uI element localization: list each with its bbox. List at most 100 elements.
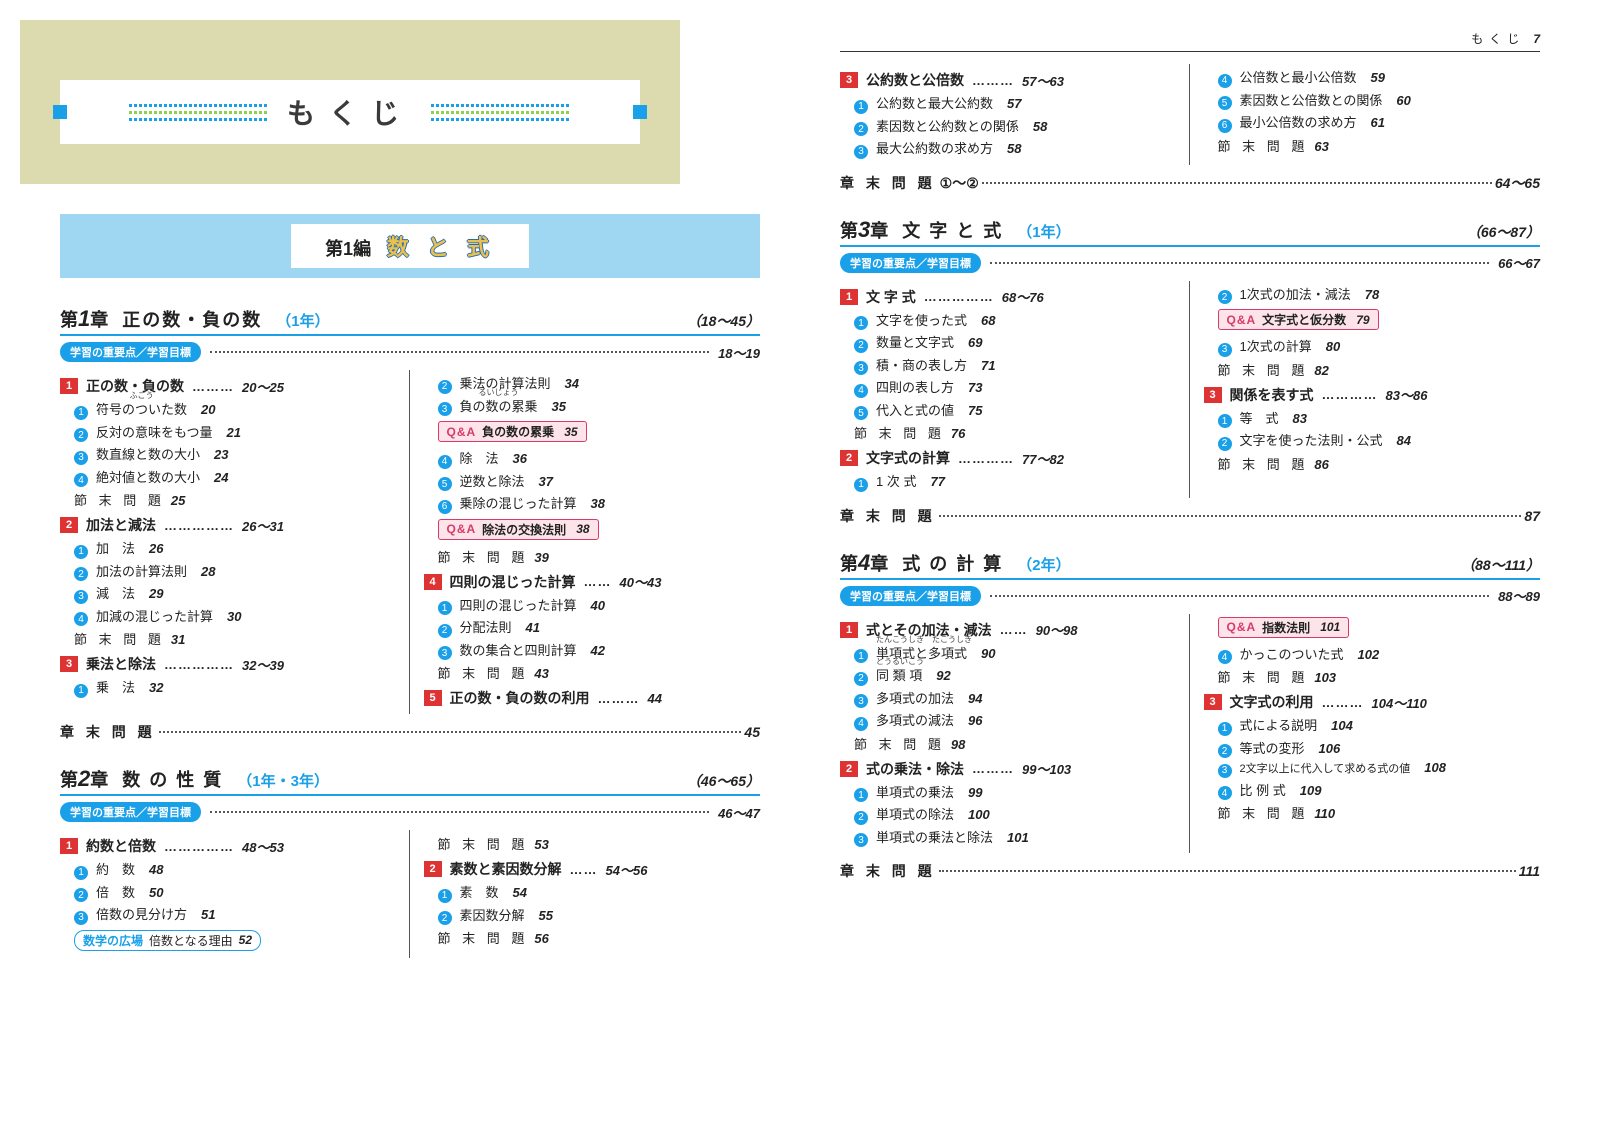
- list-item: 4四則の表し方73: [854, 377, 1177, 397]
- volume-band: 第1編 数 と 式: [60, 214, 760, 278]
- chapter-1-body: 1 正の数・負の数 ……… 20〜25 1ふごう符号のついた数20 2反対の意味…: [60, 370, 760, 714]
- learn-range: 46〜47: [718, 803, 760, 822]
- dots: [210, 811, 709, 813]
- list-item: 1等 式83: [1218, 408, 1541, 428]
- list-item: 32文字以上に代入して求める式の値108: [1218, 760, 1541, 777]
- list-item: 2加法の計算法則28: [74, 561, 397, 581]
- col-right: 節 末 問 題53 2 素数と素因数分解 …… 54〜56 1素 数54 2素因…: [409, 830, 761, 958]
- chapter-2-head: 第2章 数 の 性 質 （1年・3年） （46〜65）: [60, 766, 760, 796]
- qa-pill: Q&A指数法則101: [1218, 617, 1350, 638]
- learn-range: 66〜67: [1498, 253, 1540, 272]
- col-left: 3 公約数と公倍数 ……… 57〜63 1公約数と最大公約数57 2素因数と公約…: [840, 64, 1189, 165]
- qa-pill: Q&A負の数の累乗35: [438, 421, 587, 442]
- section-end: 節 末 問 題76: [854, 423, 1177, 442]
- chapter-end: 章 末 問 題 ①〜② 64〜65: [840, 173, 1540, 193]
- left-page: もくじ 第1編 数 と 式 第1章 正の数・負の数 （1年） （18〜45） 学…: [0, 0, 800, 1131]
- list-item: 2分配法則41: [438, 617, 761, 637]
- title-box: もくじ: [60, 80, 640, 144]
- dots: [210, 351, 709, 353]
- chapter-2-body: 1 約数と倍数 …………… 48〜53 1約 数48 2倍 数50 3倍数の見分…: [60, 830, 760, 958]
- col-right: 4公倍数と最小公倍数59 5素因数と公倍数との関係60 6最小公倍数の求め方61…: [1189, 64, 1541, 165]
- title-band: もくじ: [20, 20, 680, 184]
- chapter-end: 章 末 問 題 87: [840, 506, 1540, 526]
- page-header: もくじ7: [840, 20, 1540, 52]
- chapter-pages: （66〜87）: [1467, 222, 1540, 242]
- section: 3 公約数と公倍数 ……… 57〜63: [840, 70, 1177, 90]
- chapter-pages: （46〜65）: [687, 771, 760, 791]
- chapter-end: 章 末 問 題 111: [840, 861, 1540, 881]
- learn-range: 18〜19: [718, 343, 760, 362]
- list-item: 2反対の意味をもつ量21: [74, 422, 397, 442]
- col-right: Q&A指数法則101 4かっこのついた式102 節 末 問 題103 3 文字式…: [1189, 614, 1541, 854]
- list-item: 11 次 式77: [854, 471, 1177, 491]
- chapter-pages: （88〜111）: [1461, 555, 1540, 575]
- chapter-4-body: 1 式とその加法・減法 …… 90〜98 1たんこうしき たこうしき単項式と多項…: [840, 614, 1540, 854]
- chapter-year: （2年）: [1017, 554, 1070, 575]
- list-item: 3最大公約数の求め方58: [854, 138, 1177, 158]
- learn-row: 学習の重要点／学習目標 46〜47: [60, 802, 760, 822]
- chapter-pages: （18〜45）: [687, 311, 760, 331]
- section-end: 節 末 問 題31: [74, 629, 397, 648]
- col-right: 21次式の加法・減法78 Q&A文字式と仮分数79 31次式の計算80 節 末 …: [1189, 281, 1541, 498]
- list-item: 1四則の混じった計算40: [438, 595, 761, 615]
- volume-title: 数 と 式: [387, 235, 495, 260]
- right-page: もくじ7 3 公約数と公倍数 ……… 57〜63 1公約数と最大公約数57 2素…: [800, 0, 1600, 1131]
- section-end: 節 末 問 題86: [1218, 454, 1541, 473]
- learn-row: 学習の重要点／学習目標 88〜89: [840, 586, 1540, 606]
- col-left: 1 正の数・負の数 ……… 20〜25 1ふごう符号のついた数20 2反対の意味…: [60, 370, 409, 714]
- chapter-end: 章 末 問 題 45: [60, 722, 760, 742]
- dots: [990, 262, 1489, 264]
- chapter-4-head: 第4章 式 の 計 算 （2年） （88〜111）: [840, 550, 1540, 580]
- section: 3 文字式の利用 ……… 104〜110: [1204, 692, 1541, 712]
- section: 3 関係を表す式 ………… 83〜86: [1204, 385, 1541, 405]
- list-item: 2素因数と公約数との関係58: [854, 116, 1177, 136]
- list-item: 1乗 法32: [74, 677, 397, 697]
- chapter-title: 数 の 性 質: [122, 766, 223, 792]
- col-left: 1 式とその加法・減法 …… 90〜98 1たんこうしき たこうしき単項式と多項…: [840, 614, 1189, 854]
- chapter-year: （1年）: [1017, 221, 1070, 242]
- list-item: 31次式の計算80: [1218, 336, 1541, 356]
- section: 5 正の数・負の数の利用 ……… 44: [424, 688, 761, 708]
- section-end: 節 末 問 題110: [1218, 803, 1541, 822]
- list-item: 3数直線と数の大小23: [74, 444, 397, 464]
- section: 2 式の乗法・除法 ……… 99〜103: [840, 759, 1177, 779]
- volume-label: 第1編: [325, 239, 371, 259]
- decor-bars-left: [129, 104, 269, 121]
- chapter-label: 第2章: [60, 766, 108, 792]
- section-end: 節 末 問 題98: [854, 734, 1177, 753]
- list-item: 1単項式の乗法99: [854, 782, 1177, 802]
- learn-range: 88〜89: [1498, 586, 1540, 605]
- volume-box: 第1編 数 と 式: [291, 224, 529, 268]
- section-end: 節 末 問 題53: [438, 834, 761, 853]
- section-end: 節 末 問 題82: [1218, 360, 1541, 379]
- chapter-label: 第1章: [60, 306, 108, 332]
- section: 2 文字式の計算 ………… 77〜82: [840, 448, 1177, 468]
- list-item: 1素 数54: [438, 882, 761, 902]
- dots: [939, 870, 1516, 872]
- col-right: 2乗法の計算法則34 3るいじょう負の数の累乗35 Q&A負の数の累乗35 4除…: [409, 370, 761, 714]
- list-item: 3るいじょう負の数の累乗35: [438, 396, 761, 416]
- list-item: 4かっこのついた式102: [1218, 644, 1541, 664]
- page-spread: もくじ 第1編 数 と 式 第1章 正の数・負の数 （1年） （18〜45） 学…: [0, 0, 1600, 1131]
- list-item: 6最小公倍数の求め方61: [1218, 112, 1541, 132]
- list-item: 1ふごう符号のついた数20: [74, 399, 397, 419]
- list-item: 1文字を使った式68: [854, 310, 1177, 330]
- math-plaza-pill: 数学の広場倍数となる理由52: [74, 930, 261, 951]
- chapter-2-cont: 3 公約数と公倍数 ……… 57〜63 1公約数と最大公約数57 2素因数と公約…: [840, 64, 1540, 165]
- list-item: 4除 法36: [438, 448, 761, 468]
- learn-row: 学習の重要点／学習目標 18〜19: [60, 342, 760, 362]
- section-end: 節 末 問 題56: [438, 928, 761, 947]
- list-item: 3減 法29: [74, 583, 397, 603]
- learn-pill: 学習の重要点／学習目標: [840, 253, 981, 273]
- list-item: 2素因数分解55: [438, 905, 761, 925]
- list-item: 5素因数と公倍数との関係60: [1218, 90, 1541, 110]
- learn-pill: 学習の重要点／学習目標: [60, 802, 201, 822]
- dots: [939, 515, 1522, 517]
- section: 4 四則の混じった計算 …… 40〜43: [424, 572, 761, 592]
- chapter-title: 正の数・負の数: [122, 306, 262, 332]
- list-item: 4比 例 式109: [1218, 780, 1541, 800]
- chapter-3-body: 1 文 字 式 …………… 68〜76 1文字を使った式68 2数量と文字式69…: [840, 281, 1540, 498]
- list-item: 4多項式の減法96: [854, 710, 1177, 730]
- list-item: 3倍数の見分け方51: [74, 904, 397, 924]
- learn-pill: 学習の重要点／学習目標: [840, 586, 981, 606]
